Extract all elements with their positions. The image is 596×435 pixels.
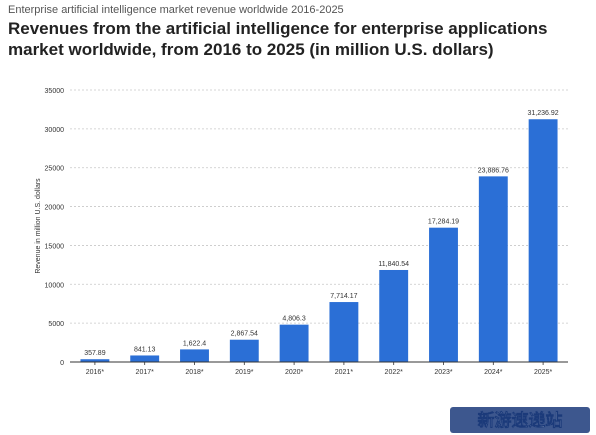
y-tick-label: 30000 <box>45 127 65 134</box>
x-axis-ticks: 2016* 2017* 2018* 2019* 2020* 2021* 2022* 2023*… <box>86 362 553 376</box>
bar-value-label: 4,806.3 <box>282 316 305 323</box>
x-tick-label: 2019* <box>235 369 254 376</box>
x-tick-label: 2025* <box>534 369 553 376</box>
x-tick-label: 2022* <box>385 369 404 376</box>
x-tick-label: 2017* <box>136 369 155 376</box>
bar-value-labels: 357.89 841.13 1,622.4 2,867.54 4,806.3 7,714.… <box>84 110 559 357</box>
x-tick-label: 2021* <box>335 369 354 376</box>
bar <box>329 302 359 362</box>
x-tick-label: 2023* <box>434 369 453 376</box>
bar-value-label: 1,622.4 <box>183 340 206 347</box>
bars <box>80 119 558 362</box>
bar-value-label: 7,714.17 <box>330 293 357 300</box>
x-tick-label: 2018* <box>185 369 204 376</box>
watermark-text: 新游速递站 <box>478 410 563 431</box>
chart-supertitle: Enterprise artificial intelligence marke… <box>8 4 344 16</box>
bar <box>180 349 209 362</box>
bar-value-label: 23,886.76 <box>478 167 509 174</box>
y-axis-ticks: 0 5000 10000 15000 20000 25000 30000 35000 <box>45 88 65 367</box>
y-tick-label: 10000 <box>45 282 65 289</box>
bar-value-label: 2,867.54 <box>231 331 258 338</box>
y-tick-label: 25000 <box>45 166 65 173</box>
watermark-background <box>450 407 590 433</box>
x-tick-label: 2016* <box>86 369 105 376</box>
bar-value-label: 17,284.19 <box>428 219 459 226</box>
x-tick-label: 2020* <box>285 369 304 376</box>
y-tick-label: 0 <box>60 360 64 367</box>
y-tick-label: 20000 <box>45 205 65 212</box>
bar <box>130 355 160 362</box>
y-tick-label: 15000 <box>45 243 65 250</box>
gridlines <box>70 89 568 324</box>
chart-title: Revenues from the artificial intelligenc… <box>8 19 548 59</box>
bar <box>379 269 409 362</box>
bar <box>478 176 508 362</box>
y-tick-label: 35000 <box>45 88 65 95</box>
bar <box>80 359 110 362</box>
x-tick-label: 2024* <box>484 369 503 376</box>
bar <box>429 227 458 362</box>
bar-value-label: 841.13 <box>134 346 156 353</box>
bar <box>279 324 309 362</box>
bar-value-label: 11,840.54 <box>378 261 409 268</box>
bar <box>528 119 558 362</box>
bar-value-label: 31,236.92 <box>528 110 559 117</box>
y-axis-title: Revenue in million U.S. dollars <box>35 178 42 274</box>
bar <box>229 339 259 362</box>
y-tick-label: 5000 <box>48 321 64 328</box>
bar-value-label: 357.89 <box>84 350 106 357</box>
watermark-logo: 新游速递站 <box>450 407 590 433</box>
